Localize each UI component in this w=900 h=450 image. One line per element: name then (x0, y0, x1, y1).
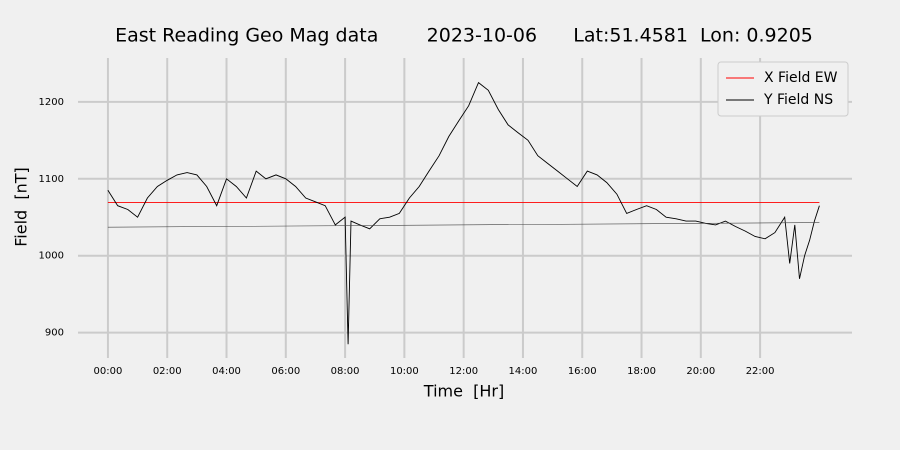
legend: X Field EW Y Field NS (717, 61, 849, 117)
y-tick-label: 900 (45, 328, 64, 339)
x-tick-label: 16:00 (568, 366, 597, 377)
x-tick-label: 12:00 (449, 366, 478, 377)
x-tick-label: 04:00 (212, 366, 241, 377)
x-axis-label: Time [Hr] (423, 382, 504, 401)
x-tick-label: 18:00 (627, 366, 656, 377)
y-axis-label: Field [nT] (12, 167, 31, 247)
x-tick-label: 02:00 (153, 366, 182, 377)
data-line (107, 81, 820, 345)
legend-box (717, 61, 849, 117)
chart-title: East Reading Geo Mag data 2023-10-06 Lat… (115, 25, 813, 47)
x-tick-label: 00:00 (94, 366, 123, 377)
x-tick-label: 10:00 (390, 366, 419, 377)
y-tick-label: 1100 (39, 174, 64, 185)
y-tick-label: 1000 (39, 251, 64, 262)
x-tick-label: 06:00 (271, 366, 300, 377)
legend-label: Y Field NS (763, 92, 833, 108)
x-tick-label: 20:00 (686, 366, 715, 377)
x-tick-label: 22:00 (746, 366, 775, 377)
x-tick-label: 08:00 (331, 366, 360, 377)
y-tick-label: 1200 (39, 97, 64, 108)
legend-label: X Field EW (764, 70, 838, 86)
data-line (107, 222, 820, 228)
x-tick-label: 14:00 (509, 366, 538, 377)
